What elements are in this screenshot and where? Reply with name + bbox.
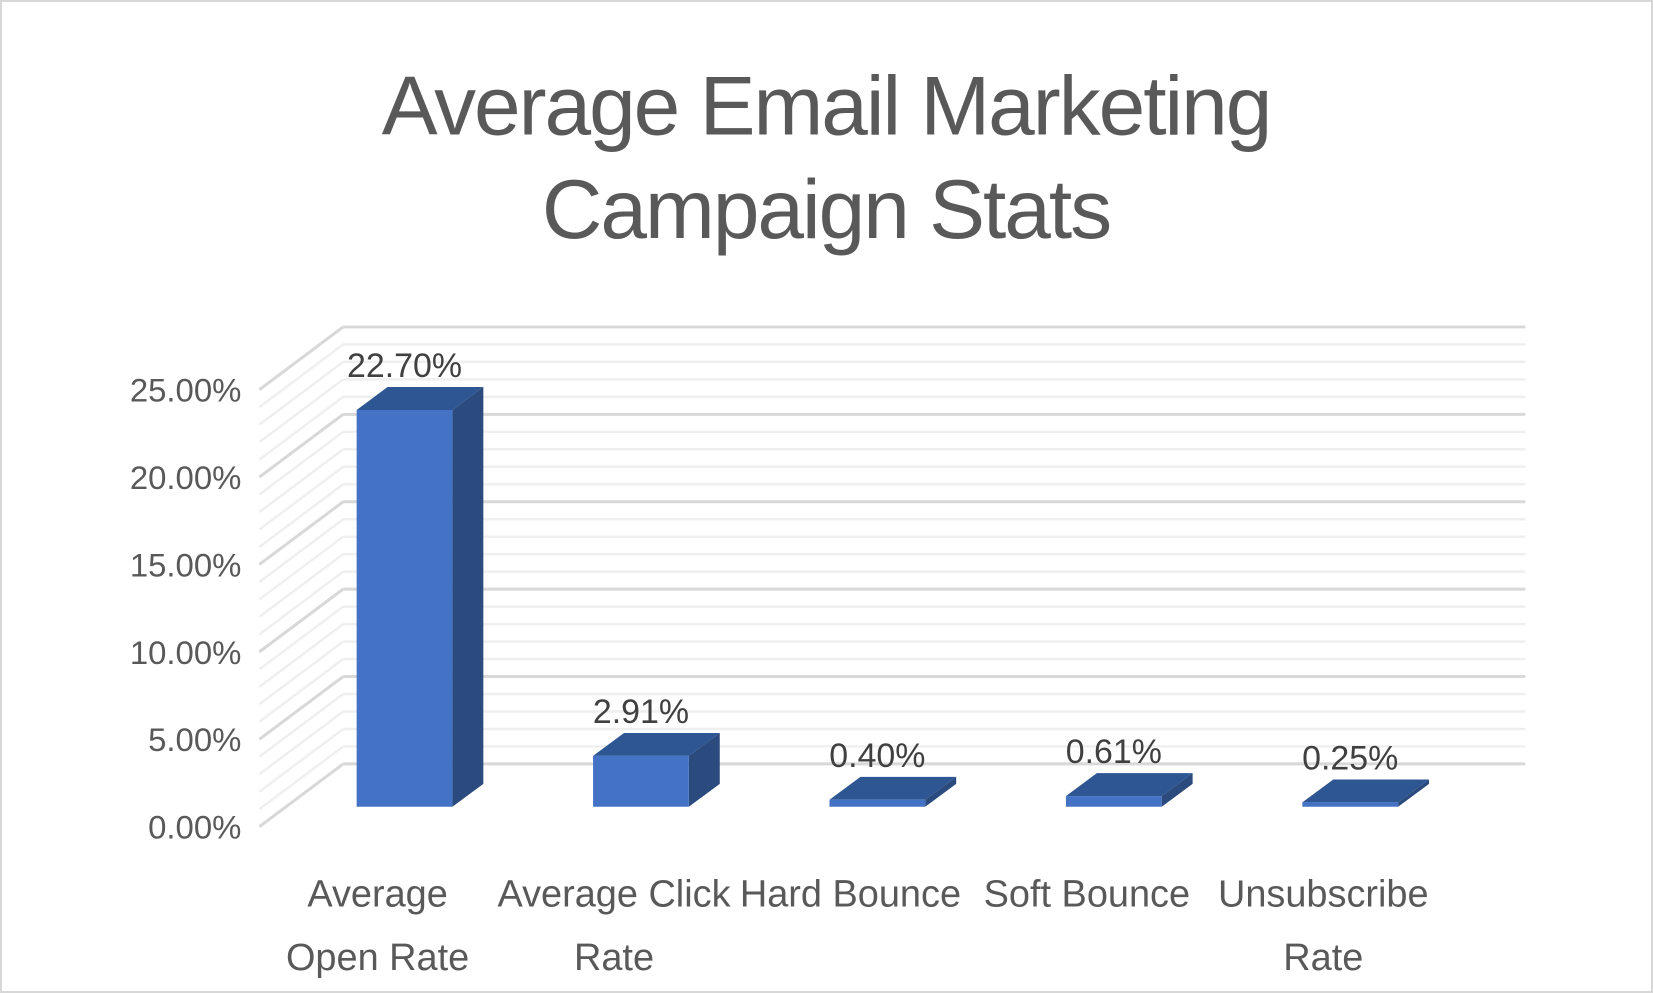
data-label-average-open-rate: 22.70% (347, 347, 462, 385)
y-axis-tick-label: 25.00% (130, 372, 242, 409)
bar-average-open-rate (356, 387, 484, 807)
data-label-hard-bounce: 0.40% (829, 737, 925, 775)
bar-side-face (688, 732, 720, 807)
side-wall-gridline-major (258, 675, 345, 741)
y-axis-tick-label: 10.00% (130, 634, 242, 671)
bar-front-face (356, 409, 453, 807)
side-wall-gridline-minor (258, 693, 344, 758)
bar-side-face (925, 776, 957, 807)
side-wall-gridline-minor (258, 658, 344, 723)
side-wall-gridline-minor (258, 343, 344, 409)
y-axis-tick-label: 5.00% (148, 721, 241, 758)
side-wall-gridline-minor (258, 727, 344, 793)
side-wall-gridline-minor (258, 483, 344, 548)
gridlines (258, 325, 1526, 828)
bar-soft-bounce (1065, 773, 1193, 807)
category-label-hard-bounce: Hard Bounce (740, 873, 961, 915)
category-label-average-click-rate: Average Click Rate (497, 873, 730, 979)
side-wall-gridline-major (258, 587, 345, 654)
category-label-line: Average (307, 873, 447, 915)
data-labels: 22.70% 2.91% 0.40% 0.61% 0.25% (347, 347, 1398, 777)
side-wall-gridline-minor (258, 710, 344, 776)
category-label-line: Rate (1283, 937, 1363, 979)
side-wall-gridline-minor (258, 518, 344, 583)
side-wall-gridline-minor (258, 395, 344, 461)
side-wall-gridline-minor (258, 448, 344, 514)
side-wall-gridline-minor (258, 553, 344, 618)
bar-top-face (356, 387, 484, 410)
category-label-average-open-rate: Average Open Rate (286, 873, 469, 979)
data-label-soft-bounce: 0.61% (1066, 733, 1162, 771)
side-wall-gridline-major (258, 762, 345, 828)
bar-front-face (593, 755, 689, 807)
bar-top-face (1302, 779, 1430, 803)
y-axis-tick-label: 20.00% (130, 459, 242, 496)
bar-top-face (829, 776, 957, 800)
side-wall-gridline-major (258, 413, 345, 479)
bar-average-click-rate (593, 732, 720, 807)
bar-unsubscribe-rate (1302, 779, 1430, 807)
side-wall-gridline-minor (258, 570, 344, 636)
data-label-average-click-rate: 2.91% (593, 693, 689, 731)
side-wall-gridline-minor (258, 605, 344, 671)
bar-top-face (1065, 773, 1193, 797)
side-wall-gridline-major (258, 325, 345, 391)
side-wall-gridline-minor (258, 640, 344, 706)
category-label-line: Open Rate (286, 937, 469, 979)
chart-title-line-2: Campaign Stats (542, 162, 1110, 256)
category-label-line: Soft Bounce (984, 873, 1190, 915)
bar-hard-bounce (829, 776, 957, 807)
bar-top-face (593, 732, 720, 756)
bar-side-face (1398, 779, 1430, 807)
side-wall-gridline-minor (258, 745, 344, 811)
category-label-line: Hard Bounce (740, 873, 961, 915)
side-wall-gridline-minor (258, 623, 344, 688)
y-axis-tick-label: 15.00% (130, 546, 242, 583)
bar-front-face (1065, 796, 1162, 807)
bar-front-face (829, 799, 926, 807)
y-axis-tick-labels: 0.00% 5.00% 10.00% 15.00% 20.00% 25.00% (130, 372, 242, 846)
side-wall-gridline-minor (258, 430, 344, 496)
bar-front-face (1302, 802, 1399, 807)
category-label-line: Average Click (497, 873, 730, 915)
y-axis-tick-label: 0.00% (148, 809, 241, 846)
side-wall-gridline-minor (258, 465, 344, 531)
category-label-soft-bounce: Soft Bounce (984, 873, 1190, 915)
category-label-line: Rate (574, 937, 654, 979)
category-label-line: Unsubscribe (1218, 873, 1429, 915)
data-label-unsubscribe-rate: 0.25% (1302, 740, 1398, 778)
side-wall-gridline-minor (258, 360, 344, 426)
side-wall-gridline-minor (258, 378, 344, 444)
bar-series (356, 387, 1430, 807)
side-wall-gridline-major (258, 500, 345, 566)
bar-side-face (1161, 773, 1193, 807)
chart-title-line-1: Average Email Marketing (382, 59, 1271, 153)
category-label-unsubscribe-rate: Unsubscribe Rate (1218, 873, 1429, 979)
category-labels: Average Open Rate Average Click Rate Hard Bo… (286, 873, 1429, 979)
side-wall-gridline-minor (258, 535, 344, 601)
bar-side-face (452, 387, 484, 807)
